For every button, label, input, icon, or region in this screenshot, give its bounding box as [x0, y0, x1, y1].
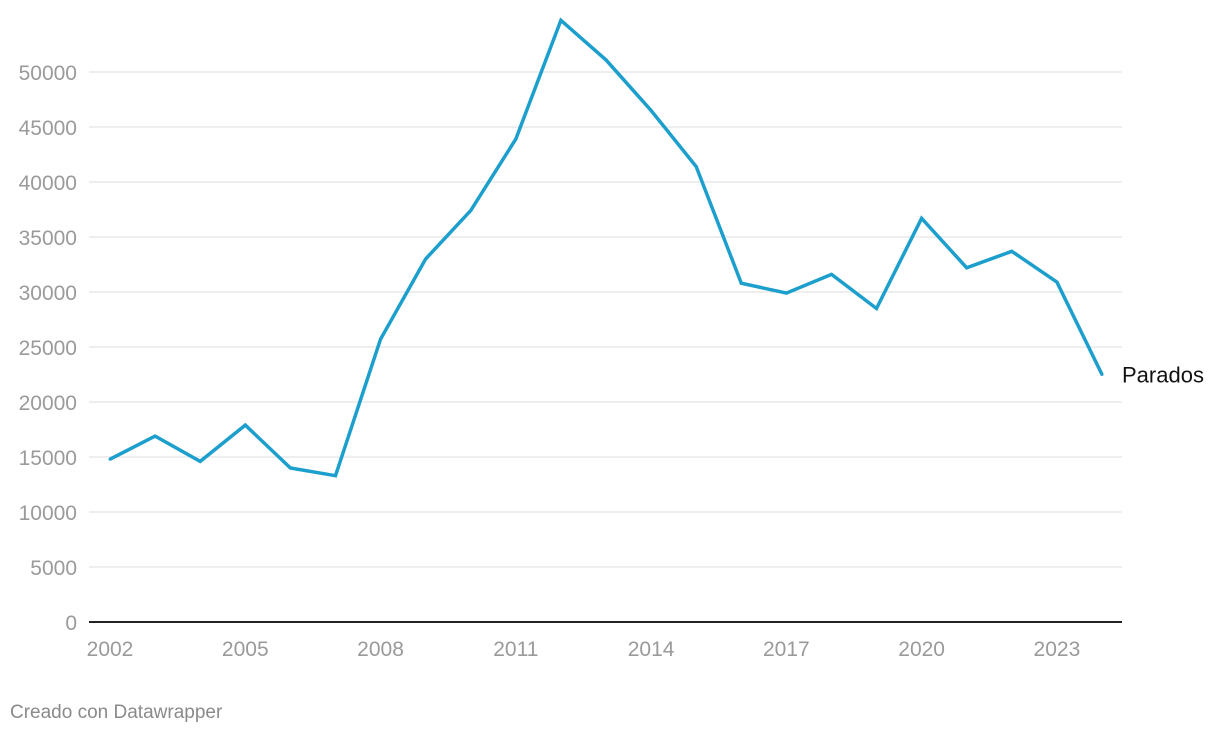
data-point-2012 — [559, 18, 563, 22]
data-point-2006 — [288, 466, 292, 470]
x-tick-label-2008: 2008 — [357, 638, 404, 661]
y-tick-label-15000: 15000 — [19, 447, 77, 470]
x-tick-label-2020: 2020 — [898, 638, 945, 661]
data-point-2023 — [1055, 280, 1059, 284]
credit-text: Creado con Datawrapper — [10, 702, 223, 723]
data-point-2002 — [108, 457, 112, 461]
data-point-2003 — [153, 434, 157, 438]
data-point-2016 — [739, 281, 743, 285]
x-tick-label-2023: 2023 — [1034, 638, 1081, 661]
data-point-2020 — [920, 216, 924, 220]
data-point-2021 — [965, 266, 969, 270]
data-point-2019 — [875, 307, 879, 310]
gridlines — [89, 71, 1122, 568]
series-label: Parados — [1122, 363, 1204, 388]
data-point-2008 — [379, 337, 383, 341]
x-tick-label-2014: 2014 — [628, 638, 675, 661]
x-tick-label-2011: 2011 — [493, 638, 538, 661]
data-point-2004 — [198, 459, 202, 463]
y-axis-ticks: 0 5000 10000 15000 20000 25000 30000 35000 40000… — [19, 62, 77, 635]
data-point-2015 — [694, 165, 698, 169]
data-point-2007 — [333, 474, 337, 478]
y-tick-label-50000: 50000 — [19, 62, 77, 85]
y-tick-label-25000: 25000 — [19, 337, 77, 360]
data-point-2017 — [784, 291, 788, 295]
x-tick-label-2017: 2017 — [763, 638, 810, 661]
series-group: Parados — [108, 17, 1204, 478]
y-tick-label-35000: 35000 — [19, 227, 77, 250]
y-tick-label-40000: 40000 — [19, 172, 77, 195]
data-point-2014 — [649, 109, 653, 112]
data-point-2022 — [1010, 249, 1014, 253]
x-tick-label-2002: 2002 — [87, 638, 134, 661]
y-tick-label-45000: 45000 — [19, 117, 77, 140]
x-tick-label-2005: 2005 — [222, 638, 269, 661]
y-tick-label-30000: 30000 — [19, 282, 77, 305]
y-tick-label-20000: 20000 — [19, 392, 77, 415]
data-point-2005 — [243, 423, 247, 427]
y-tick-label-0: 0 — [65, 612, 77, 635]
data-point-2011 — [514, 137, 518, 141]
data-point-2013 — [604, 58, 608, 62]
data-point-2024 — [1100, 373, 1104, 376]
x-axis-ticks: 2002 2005 2008 2011 2014 2017 2020 2023 — [87, 638, 1081, 661]
data-point-2010 — [469, 209, 473, 213]
data-point-2018 — [829, 272, 833, 276]
y-tick-label-10000: 10000 — [19, 502, 77, 525]
series-line-parados — [109, 17, 1104, 478]
y-tick-label-5000: 5000 — [30, 557, 77, 580]
data-point-2009 — [424, 257, 428, 261]
